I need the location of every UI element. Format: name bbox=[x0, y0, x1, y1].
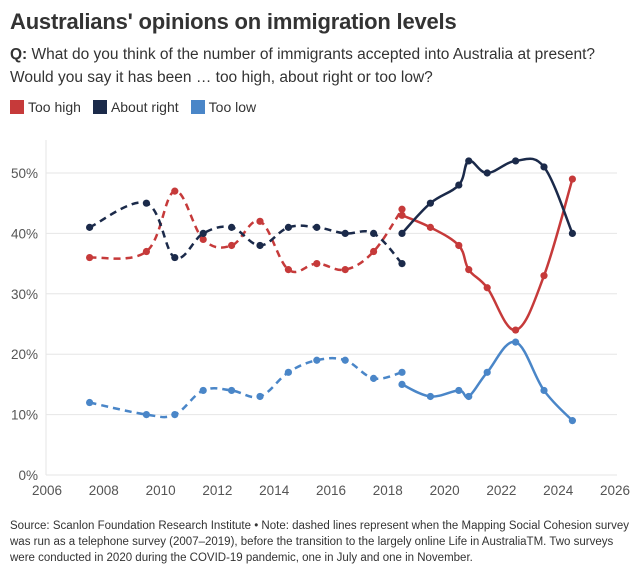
data-point-about-right[interactable] bbox=[284, 223, 292, 231]
legend-item-too-low[interactable]: Too low bbox=[190, 99, 257, 115]
data-point-too-low[interactable] bbox=[398, 368, 406, 376]
series-too-low bbox=[86, 338, 577, 425]
data-point-too-low[interactable] bbox=[228, 386, 236, 395]
question-prefix: Q: bbox=[10, 46, 28, 63]
legend-label-about-right: About right bbox=[110, 99, 179, 115]
legend-swatch-about-right bbox=[92, 100, 107, 114]
data-point-about-right[interactable] bbox=[199, 229, 207, 237]
data-point-too-low[interactable] bbox=[284, 368, 292, 376]
data-point-about-right[interactable] bbox=[228, 223, 236, 231]
series-too-high bbox=[86, 175, 577, 334]
data-point-about-right[interactable] bbox=[313, 223, 321, 231]
data-point-too-low[interactable] bbox=[142, 411, 150, 419]
data-point-too-low[interactable] bbox=[398, 380, 406, 388]
x-tick-label: 2016 bbox=[316, 483, 346, 498]
legend: Too high About right Too low bbox=[10, 99, 268, 115]
data-point-too-high[interactable] bbox=[398, 205, 406, 213]
data-point-too-low[interactable] bbox=[171, 411, 179, 419]
data-point-too-low[interactable] bbox=[426, 392, 434, 401]
x-tick-label: 2022 bbox=[486, 483, 516, 498]
x-tick-label: 2014 bbox=[259, 483, 290, 498]
line-too-low-solid bbox=[401, 340, 574, 422]
data-point-too-low[interactable] bbox=[483, 368, 491, 376]
x-tick-label: 2012 bbox=[202, 483, 232, 498]
y-tick-label: 40% bbox=[11, 226, 38, 241]
data-point-too-high[interactable] bbox=[228, 241, 236, 250]
data-point-too-high[interactable] bbox=[511, 326, 520, 334]
data-point-about-right[interactable] bbox=[256, 241, 264, 250]
legend-item-about-right[interactable]: About right bbox=[92, 99, 179, 115]
data-point-about-right[interactable] bbox=[370, 229, 378, 237]
data-point-too-high[interactable] bbox=[171, 187, 179, 195]
data-point-too-low[interactable] bbox=[540, 386, 548, 395]
source-note: Source: Scanlon Foundation Research Inst… bbox=[10, 520, 630, 564]
data-point-too-low[interactable] bbox=[511, 338, 520, 346]
data-point-about-right[interactable] bbox=[398, 260, 406, 268]
data-point-too-high[interactable] bbox=[86, 253, 94, 262]
data-point-too-low[interactable] bbox=[465, 392, 473, 401]
series-layer bbox=[86, 157, 577, 425]
data-point-too-high[interactable] bbox=[398, 211, 406, 219]
data-point-too-low[interactable] bbox=[256, 392, 264, 401]
x-tick-label: 2026 bbox=[600, 483, 630, 498]
y-tick-label: 10% bbox=[11, 408, 38, 423]
data-point-too-low[interactable] bbox=[370, 374, 378, 382]
data-point-about-right[interactable] bbox=[483, 169, 491, 177]
data-point-too-high[interactable] bbox=[284, 266, 292, 274]
data-point-too-low[interactable] bbox=[313, 356, 321, 364]
grid-layer bbox=[46, 172, 617, 476]
chart-title: Australians' opinions on immigration lev… bbox=[10, 9, 457, 34]
data-point-too-high[interactable] bbox=[370, 247, 378, 256]
x-tick-label: 2008 bbox=[89, 483, 119, 498]
axis-layer: 0% 10% 20% 30% 40% 50% 2006 2008 2010 2012 2014 201… bbox=[11, 140, 630, 498]
x-tick-label: 2024 bbox=[543, 483, 574, 498]
data-point-too-high[interactable] bbox=[142, 247, 150, 256]
y-tick-label: 20% bbox=[11, 347, 38, 362]
data-point-too-high[interactable] bbox=[483, 284, 491, 292]
data-point-too-high[interactable] bbox=[465, 266, 473, 274]
data-point-too-high[interactable] bbox=[568, 175, 577, 183]
data-point-about-right[interactable] bbox=[142, 199, 150, 207]
y-tick-label: 30% bbox=[11, 287, 38, 302]
data-point-too-low[interactable] bbox=[568, 417, 577, 425]
question-text: What do you think of the number of immig… bbox=[10, 46, 595, 86]
legend-item-too-high[interactable]: Too high bbox=[10, 99, 81, 115]
data-point-about-right[interactable] bbox=[465, 157, 473, 165]
x-tick-label: 2020 bbox=[430, 483, 460, 498]
data-point-too-high[interactable] bbox=[455, 241, 463, 250]
data-point-too-high[interactable] bbox=[313, 260, 321, 268]
line-too-low-dashed bbox=[89, 356, 403, 419]
data-point-about-right[interactable] bbox=[86, 223, 94, 231]
data-point-about-right[interactable] bbox=[540, 163, 548, 171]
data-point-too-high[interactable] bbox=[341, 266, 349, 274]
data-point-about-right[interactable] bbox=[568, 229, 577, 237]
legend-label-too-high: Too high bbox=[28, 99, 81, 115]
data-point-too-low[interactable] bbox=[341, 356, 349, 364]
data-point-about-right[interactable] bbox=[455, 181, 463, 189]
x-tick-label: 2006 bbox=[32, 483, 62, 498]
data-point-about-right[interactable] bbox=[341, 229, 349, 237]
chart-subtitle: Q: What do you think of the number of im… bbox=[10, 43, 638, 89]
series-about-right bbox=[86, 157, 577, 268]
data-point-about-right[interactable] bbox=[511, 157, 520, 165]
data-point-about-right[interactable] bbox=[171, 253, 179, 262]
x-tick-label: 2018 bbox=[373, 483, 403, 498]
y-tick-label: 50% bbox=[11, 166, 38, 181]
data-point-too-high[interactable] bbox=[199, 235, 207, 244]
data-point-too-low[interactable] bbox=[86, 398, 94, 407]
x-tick-label: 2010 bbox=[146, 483, 176, 498]
data-point-about-right[interactable] bbox=[398, 229, 406, 237]
data-point-too-low[interactable] bbox=[199, 386, 207, 395]
data-point-too-high[interactable] bbox=[256, 217, 264, 225]
y-tick-label: 0% bbox=[18, 468, 38, 483]
data-point-too-low[interactable] bbox=[455, 386, 463, 395]
legend-swatch-too-low bbox=[190, 100, 205, 114]
data-point-about-right[interactable] bbox=[426, 199, 434, 207]
line-chart: 0% 10% 20% 30% 40% 50% 2006 2008 2010 2012 2014 201… bbox=[11, 140, 630, 498]
legend-swatch-too-high bbox=[10, 100, 24, 114]
data-point-too-high[interactable] bbox=[426, 223, 434, 231]
data-point-too-high[interactable] bbox=[540, 272, 548, 280]
legend-label-too-low: Too low bbox=[208, 99, 257, 115]
